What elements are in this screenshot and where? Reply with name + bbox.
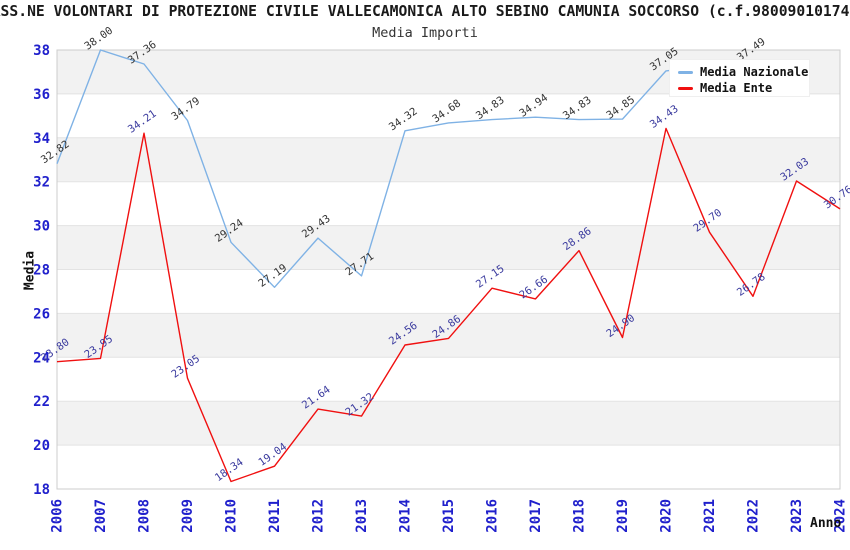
x-tick-label: 2011 bbox=[267, 499, 283, 533]
x-tick-label: 2014 bbox=[398, 499, 414, 533]
y-tick-label: 20 bbox=[33, 438, 50, 454]
x-tick-label: 2022 bbox=[746, 499, 762, 533]
x-tick-label: 2007 bbox=[93, 499, 109, 533]
x-axis-title: Anno bbox=[810, 516, 842, 531]
y-tick-label: 32 bbox=[33, 175, 50, 191]
value-label: 34.43 bbox=[648, 103, 681, 131]
value-label: 34.68 bbox=[430, 97, 463, 125]
x-tick-label: 2017 bbox=[528, 499, 544, 533]
media-ente-line-swatch-icon bbox=[678, 86, 693, 90]
x-tick-label: 2023 bbox=[789, 499, 805, 533]
legend-item-media-ente: Media Ente bbox=[670, 80, 809, 96]
value-label: 34.83 bbox=[474, 94, 507, 122]
y-tick-label: 36 bbox=[33, 87, 50, 103]
y-tick-label: 28 bbox=[33, 263, 50, 279]
legend-label-media-ente: Media Ente bbox=[700, 81, 773, 95]
media-ente-line bbox=[56, 127, 841, 483]
x-tick-label: 2019 bbox=[615, 499, 631, 533]
legend: Media Nazionale Media Ente bbox=[669, 59, 810, 97]
x-tick-label: 2008 bbox=[137, 499, 153, 533]
value-label: 30.76 bbox=[822, 183, 850, 211]
y-tick-label: 24 bbox=[33, 350, 50, 366]
x-tick-label: 2015 bbox=[441, 499, 457, 533]
legend-item-media-nazionale: Media Nazionale bbox=[670, 64, 809, 80]
chart-subtitle: Media Importi bbox=[372, 25, 478, 41]
x-tick-label: 2024 bbox=[833, 499, 849, 533]
value-label: 34.83 bbox=[561, 94, 594, 122]
x-tick-label: 2020 bbox=[659, 499, 675, 533]
chart-title: ASS.NE VOLONTARI DI PROTEZIONE CIVILE VA… bbox=[0, 3, 850, 20]
x-tick-label: 2018 bbox=[572, 499, 588, 533]
x-tick-label: 2021 bbox=[702, 499, 718, 533]
y-tick-label: 34 bbox=[33, 131, 50, 147]
legend-label-media-nazionale: Media Nazionale bbox=[700, 65, 809, 79]
y-tick-label: 30 bbox=[33, 219, 50, 235]
media-nazionale-line bbox=[56, 49, 754, 288]
band bbox=[57, 313, 840, 358]
x-tick-label: 2009 bbox=[180, 499, 196, 533]
y-tick-label: 26 bbox=[33, 306, 50, 322]
y-tick-label: 22 bbox=[33, 394, 50, 410]
y-tick-label: 38 bbox=[33, 43, 50, 59]
x-tick-label: 2006 bbox=[50, 499, 66, 533]
x-tick-label: 2010 bbox=[224, 499, 240, 533]
value-label: 18.34 bbox=[213, 456, 246, 484]
band bbox=[57, 137, 840, 182]
x-tick-label: 2012 bbox=[311, 499, 327, 533]
value-label: 34.94 bbox=[517, 92, 550, 120]
value-label: 34.21 bbox=[126, 108, 159, 136]
y-tick-label: 18 bbox=[33, 482, 50, 498]
band bbox=[57, 401, 840, 446]
band bbox=[57, 225, 840, 270]
x-tick-label: 2013 bbox=[354, 499, 370, 533]
plot-border bbox=[56, 49, 841, 490]
x-tick-label: 2016 bbox=[485, 499, 501, 533]
media-nazionale-line-swatch-icon bbox=[678, 70, 693, 74]
y-axis-title: Media bbox=[22, 250, 38, 291]
